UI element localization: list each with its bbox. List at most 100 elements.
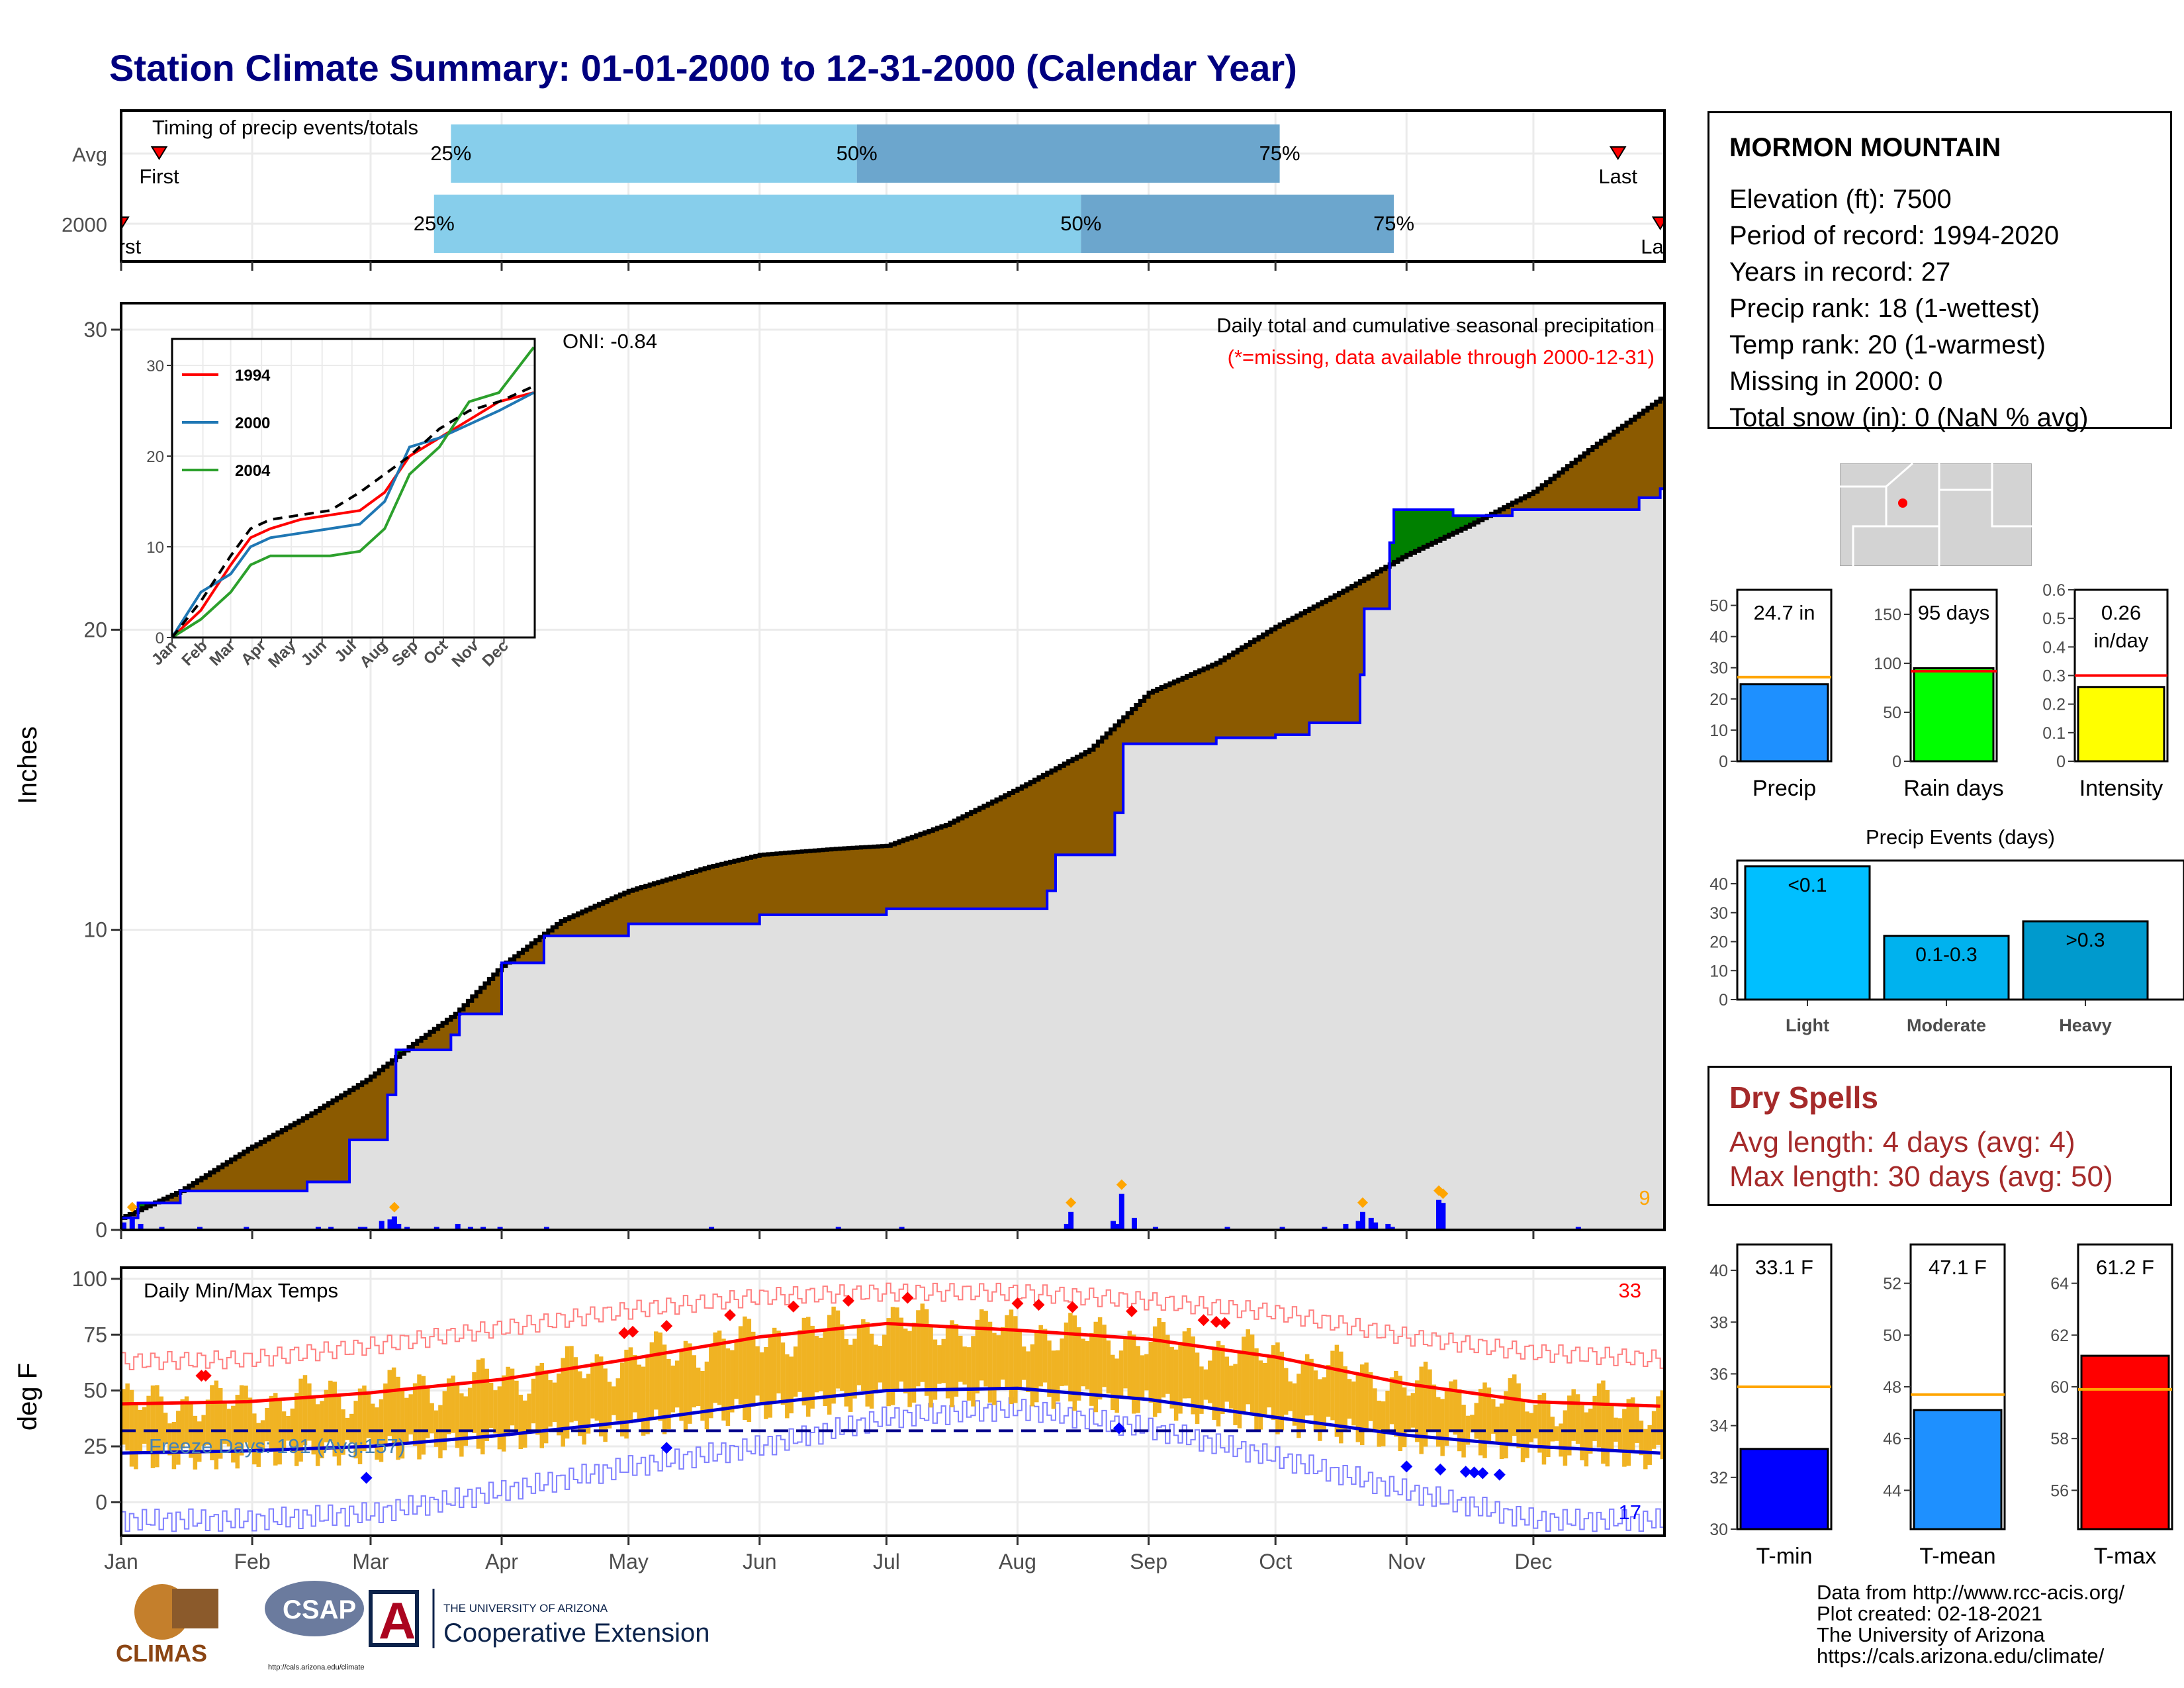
temp-record-high-marker [842,1294,854,1307]
temp-daily-bar [1242,1336,1246,1415]
temp-daily-bar [328,1380,333,1442]
temp-daily-bar [1258,1360,1263,1430]
temp-daily-bar [1377,1400,1382,1447]
summary-y-tick-label: 0 [1892,753,1901,771]
temp-daily-bar [1300,1360,1306,1431]
temp-daily-bar [979,1309,984,1381]
precip-daily-bar [1131,1217,1137,1230]
temp-daily-bar [1254,1348,1259,1430]
timing-bar-q50-q75 [856,124,1280,183]
summary-y-tick-label: 50 [1709,597,1728,616]
temp-x-tick-label: Apr [485,1550,518,1573]
temp-daily-bar [1541,1393,1547,1465]
temp-daily-bar [1355,1374,1361,1442]
temp-daily-bar [404,1397,409,1442]
temp-daily-bar [1660,1390,1665,1460]
precip-daily-bar [1068,1211,1074,1230]
temp-x-tick-label: Aug [999,1550,1036,1573]
temp-daily-bar [193,1415,198,1470]
summary-y-tick-label: 36 [1709,1365,1728,1383]
summary-y-tick-label: 60 [2050,1378,2069,1397]
temp-daily-bar [1596,1383,1602,1448]
temp-daily-bar [662,1344,667,1434]
temp-chart: 0 25 50 75 100 Jan Feb Mar Apr May Jun Jul Aug Sep Oct… [13,1266,1666,1573]
temp-daily-bar [252,1413,257,1465]
temp-daily-bar [704,1361,709,1430]
temp-cold-count: 17 [1619,1501,1641,1524]
summary-bar [1913,1409,2003,1530]
precip-daily-bar [1435,1199,1441,1230]
inset-series-line [171,391,535,639]
temp-record-low-marker [1400,1460,1413,1473]
temp-daily-bar [150,1385,156,1468]
temp-daily-bar [1394,1370,1398,1437]
temp-daily-bar [633,1354,637,1413]
temp-daily-bar [1453,1380,1458,1435]
summary-y-tick-label: 0 [2056,753,2066,771]
temp-daily-bar [1605,1389,1610,1467]
precip-daily-bar [362,1227,368,1230]
precip-daily-bar [138,1223,144,1230]
timing-quartile-label: 75% [1259,142,1300,165]
temp-daily-bar [975,1319,980,1393]
precip-daily-bar [244,1227,250,1230]
credit-line: The University of Arizona [1817,1623,2045,1646]
temp-daily-bar [1275,1342,1280,1434]
temp-daily-bar [298,1378,303,1462]
inset-series-line [171,346,535,639]
temp-daily-bar [1212,1348,1216,1420]
precip-daily-bar [1064,1223,1069,1230]
temp-daily-bar [1161,1322,1166,1398]
precip-daily-bar [396,1223,402,1230]
temp-daily-bar [1419,1366,1424,1454]
temp-daily-bar [1571,1389,1576,1441]
precip-chart-subtitle: (*=missing, data available through 2000-… [1228,346,1655,369]
temp-record-high-marker [901,1291,914,1304]
temp-daily-bar [248,1397,253,1449]
precip-chart-title: Daily total and cumulative seasonal prec… [1216,314,1655,337]
precip-record-marker [388,1201,400,1213]
temp-daily-bar [1592,1395,1597,1441]
temp-daily-bar [1351,1382,1356,1426]
temp-daily-bar [184,1396,189,1444]
temp-daily-bar [433,1410,439,1447]
temp-daily-bar [307,1383,312,1441]
temp-daily-bar [557,1373,561,1436]
temp-daily-bar [1228,1365,1234,1409]
temp-daily-bar [370,1403,375,1444]
temp-daily-bar [222,1401,227,1444]
temp-daily-bar [256,1423,261,1467]
temp-x-tick-label: Jun [743,1550,777,1573]
temp-daily-bar [688,1343,692,1424]
temp-daily-bar [945,1327,950,1399]
temp-daily-bar [1000,1327,1005,1380]
temp-daily-bar [1491,1399,1496,1434]
temp-record-low-marker [660,1442,673,1454]
temp-daily-bar [1554,1426,1559,1441]
temp-daily-bar [1021,1346,1026,1380]
precip-observed-line [121,487,1664,1219]
temp-daily-bar [311,1396,316,1455]
precip-daily-bar [899,1227,905,1230]
temp-daily-bar [801,1317,807,1406]
summary-y-tick-label: 0.1 [2042,724,2066,743]
temp-daily-bar [171,1422,177,1470]
precip-y-label: Inches [13,726,42,804]
precip-record-marker [1437,1188,1449,1199]
precip-chart: 0 10 20 30 Inches Daily total and cumulative … [13,302,1666,1242]
summary-y-tick-label: 46 [1883,1430,1901,1448]
temp-y-tick-label: 0 [95,1490,107,1514]
temp-daily-bar [1106,1340,1111,1394]
timing-chart: Timing of precip events/totals 25% 50% 75% F… [0,109,1681,271]
temp-daily-bar [1131,1335,1136,1414]
events-category-label: Moderate [1907,1015,1986,1035]
temp-daily-bar [1144,1354,1149,1391]
station-temp-rank: Temp rank: 20 (1-warmest) [1729,330,2046,359]
temp-daily-bar [1267,1355,1271,1408]
temp-x-tick-label: Jul [873,1550,900,1573]
precip-daily-bar [709,1227,715,1230]
temp-daily-bar [146,1395,151,1453]
temp-daily-bar [844,1338,849,1407]
temp-daily-bar [1013,1316,1018,1403]
timing-quartile-label: 75% [1373,212,1414,235]
